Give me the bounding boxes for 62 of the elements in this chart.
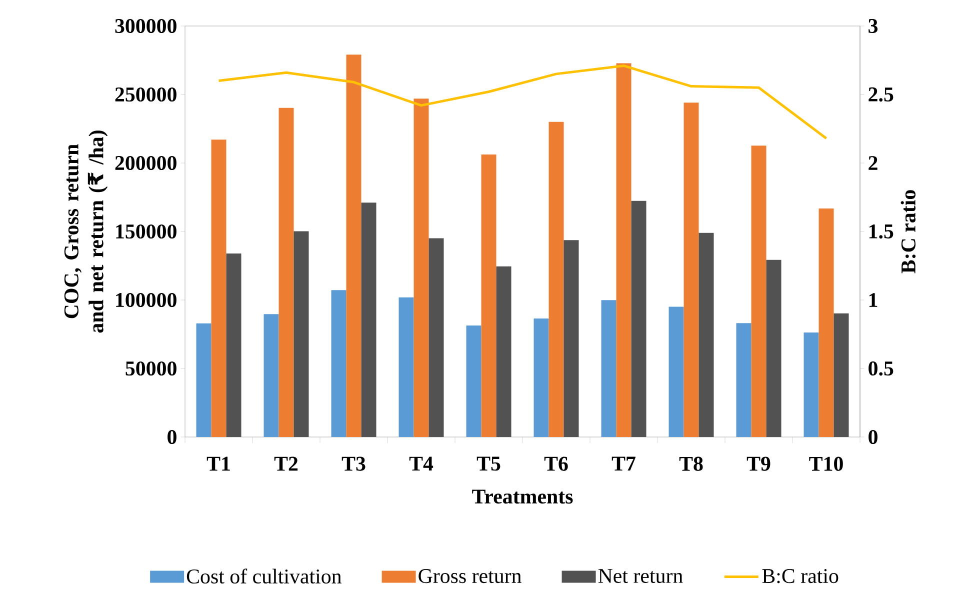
y2-tick-label: 3: [868, 18, 878, 34]
legend-label: Net return: [598, 569, 683, 584]
y2-tick-label: 1: [869, 293, 878, 307]
bar: [346, 54, 362, 438]
bar: [548, 122, 564, 438]
bar: [818, 208, 834, 438]
y-tick-label: 150000: [116, 224, 176, 239]
legend-label: B:C ratio: [762, 569, 838, 584]
legend-label: Gross return: [418, 569, 522, 584]
bar: [698, 232, 714, 438]
bar: [736, 323, 752, 438]
x-tick-label: T3: [342, 456, 366, 471]
x-axis-title: Treatments: [472, 490, 573, 504]
bar: [616, 63, 632, 438]
x-tick-label: T10: [809, 456, 843, 471]
bar: [414, 98, 429, 438]
bar: [601, 300, 616, 438]
bar: [631, 200, 646, 438]
bar: [751, 146, 766, 438]
bar: [534, 318, 549, 438]
bar: [684, 102, 699, 438]
bar: [211, 140, 226, 438]
bar: [834, 313, 849, 438]
line-series: [218, 64, 828, 140]
x-tick-label: T7: [612, 456, 636, 470]
bar: [361, 202, 376, 438]
y2-tick-label: 2: [868, 156, 878, 170]
y2-axis-title: B:C ratio: [900, 190, 916, 274]
x-tick-label: T6: [544, 456, 568, 471]
x-tick-label: T4: [409, 456, 434, 471]
x-tick-label: T1: [206, 456, 230, 471]
legend-label: Cost of cultivation: [186, 568, 342, 584]
x-tick-label: T2: [274, 456, 298, 471]
y-tick-label: 200000: [115, 156, 176, 170]
x-tick-label: T9: [746, 456, 770, 471]
y-tick-label: 300000: [115, 18, 176, 34]
bar: [496, 266, 512, 438]
bar: [196, 323, 212, 438]
y2-tick-label: 1.5: [869, 224, 894, 239]
x-tick-label: T5: [476, 456, 500, 471]
y-axis-title: COC, Gross return and net return (₹ /ha): [64, 130, 108, 333]
bar: [804, 332, 819, 438]
bar: [294, 231, 309, 438]
bar: [398, 297, 414, 438]
bar: [226, 254, 242, 438]
bar: [278, 108, 294, 438]
bar: [564, 240, 579, 438]
bar: [481, 154, 496, 438]
y-tick-label: 0: [168, 430, 176, 444]
bar: [668, 306, 684, 438]
y-tick-label: 100000: [116, 292, 176, 308]
bar: [766, 260, 782, 438]
bar: [331, 290, 346, 438]
y2-tick-label: 2.5: [868, 87, 894, 102]
y2-tick-label: 0: [868, 430, 878, 444]
bar: [264, 314, 279, 438]
y2-tick-label: 0.5: [868, 361, 894, 376]
y-tick-label: 50000: [126, 361, 176, 376]
x-tick-label: T8: [679, 456, 703, 471]
bar: [428, 238, 444, 438]
bar: [466, 325, 482, 438]
y-tick-label: 250000: [115, 87, 176, 102]
